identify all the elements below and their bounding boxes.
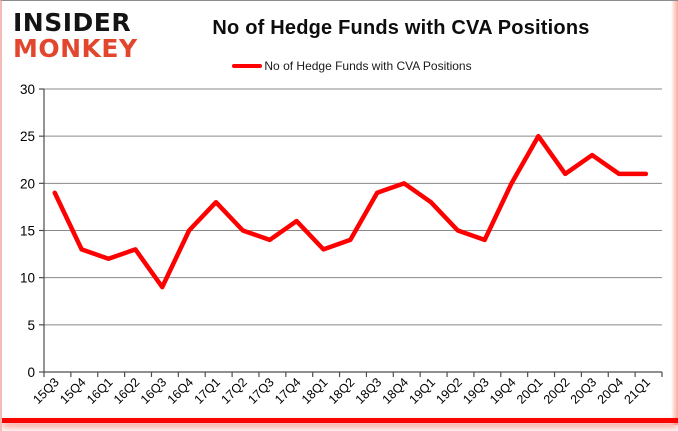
y-tick-label: 20 [20,176,35,191]
x-tick-label: 17Q2 [218,375,250,407]
x-tick-label: 20Q1 [514,375,546,407]
legend-line-swatch [232,64,263,68]
y-tick-label: 30 [20,82,35,97]
series-line-hedge-funds [52,133,649,290]
x-tick-label: 18Q3 [353,375,385,407]
x-tick-label: 20Q3 [568,375,600,407]
x-tick-label: 19Q2 [433,375,465,407]
x-tick-label: 21Q1 [621,375,653,407]
x-tick-label: 17Q4 [272,375,304,407]
x-tick-label: 16Q1 [84,375,116,407]
x-tick-label: 20Q2 [541,375,573,407]
logo-text-monkey: MONKEY [13,34,138,63]
y-tick-label: 15 [20,224,35,239]
x-tick-label: 18Q4 [380,375,412,407]
x-tick-label: 18Q2 [326,375,358,407]
x-tick-label: 15Q4 [57,375,89,407]
x-tick-label: 16Q4 [165,375,197,407]
x-tick-label: 17Q1 [192,375,224,407]
y-tick-label: 10 [20,271,35,286]
x-tick-label: 18Q1 [299,375,331,407]
x-tick-label: 20Q4 [595,375,627,407]
y-tick-label: 0 [27,365,35,380]
bottom-red-bar [2,418,678,423]
insider-monkey-logo: INSIDER MONKEY [13,10,138,61]
x-tick-label: 19Q1 [407,375,439,407]
x-tick-label: 19Q3 [460,375,492,407]
x-tick-label: 17Q3 [245,375,277,407]
y-tick-label: 5 [27,318,35,333]
x-tick-label: 15Q3 [30,375,62,407]
legend-label: No of Hedge Funds with CVA Positions [264,59,472,73]
x-tick-label: 16Q3 [138,375,170,407]
logo-text-insider: INSIDER [13,8,132,37]
right-edge-shadow [671,1,678,425]
x-tick-label: 16Q2 [111,375,143,407]
y-tick-label: 25 [20,129,35,144]
chart-title: No of Hedge Funds with CVA Positions [212,17,590,39]
legend: No of Hedge Funds with CVA Positions [26,59,678,73]
x-tick-label: 19Q4 [487,375,519,407]
